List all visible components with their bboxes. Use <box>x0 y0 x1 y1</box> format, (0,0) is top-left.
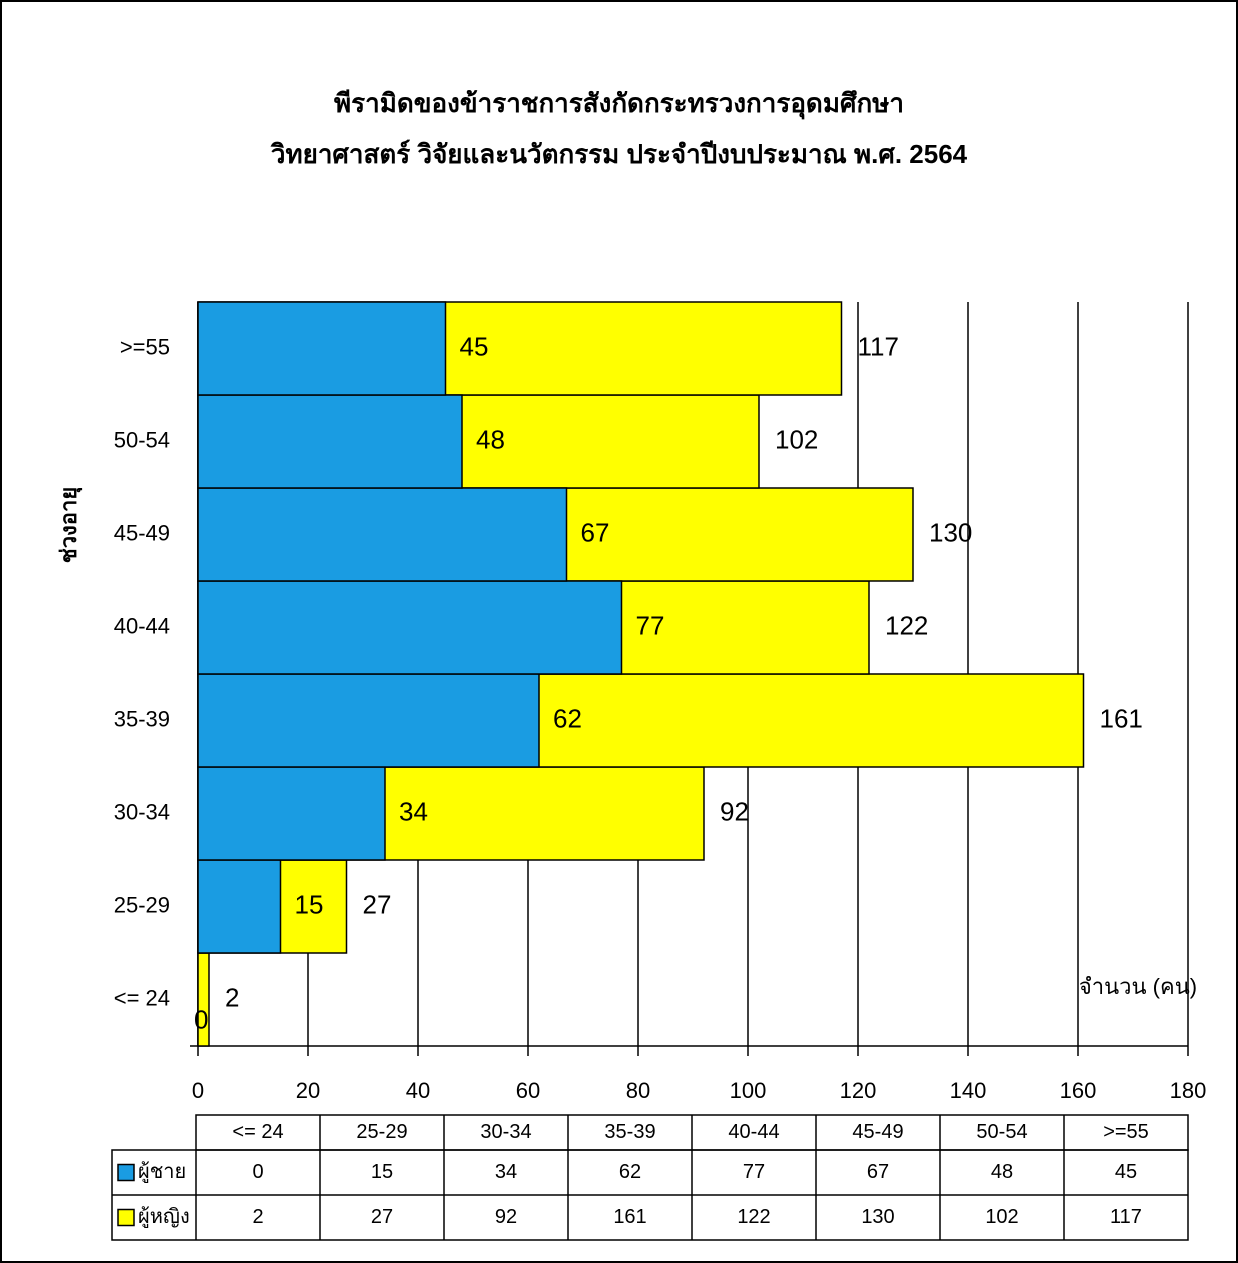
data-label: 92 <box>720 796 749 826</box>
y-tick-label: 45-49 <box>114 520 170 545</box>
y-tick-label: <= 24 <box>114 985 170 1010</box>
table-cell: 92 <box>495 1206 517 1228</box>
bar <box>197 301 447 396</box>
table-cell: 0 <box>252 1161 263 1183</box>
table-cell: 117 <box>1110 1206 1142 1228</box>
table-header: >=55 <box>1103 1121 1149 1143</box>
table-cell: 62 <box>619 1161 641 1183</box>
table-cell: 77 <box>743 1161 765 1183</box>
table-header: 25-29 <box>356 1121 407 1143</box>
data-label: 161 <box>1100 703 1143 733</box>
table-cell: 130 <box>861 1206 894 1228</box>
data-label: 2 <box>225 982 239 1012</box>
table-header: 30-34 <box>480 1121 531 1143</box>
table-cell: 48 <box>991 1161 1013 1183</box>
data-label: 102 <box>775 424 818 454</box>
x-tick-label: 180 <box>1170 1078 1207 1103</box>
data-label: 122 <box>885 610 928 640</box>
data-label: 0 <box>194 1004 208 1034</box>
x-tick-label: 20 <box>296 1078 320 1103</box>
data-label: 48 <box>476 424 505 454</box>
data-label: 117 <box>858 331 899 361</box>
y-tick-label: 35-39 <box>114 706 170 731</box>
table-header: 45-49 <box>852 1121 903 1143</box>
data-label: 34 <box>399 796 428 826</box>
table-cell: 67 <box>867 1161 889 1183</box>
x-tick-label: 80 <box>626 1078 650 1103</box>
data-label: 15 <box>295 889 324 919</box>
data-label: 27 <box>363 889 392 919</box>
data-label: 62 <box>553 703 582 733</box>
x-tick-label: 0 <box>192 1078 204 1103</box>
y-tick-label: 25-29 <box>114 892 170 917</box>
table-header: 40-44 <box>728 1121 779 1143</box>
table-cell: 161 <box>613 1206 646 1228</box>
x-axis-title: จำนวน (คน) <box>1079 974 1197 999</box>
chart-title: วิทยาศาสตร์ วิจัยและนวัตกรรม ประจำปีงบปร… <box>270 139 967 169</box>
x-tick-label: 40 <box>406 1078 430 1103</box>
y-tick-label: 50-54 <box>114 427 170 452</box>
chart-title: พีรามิดของข้าราชการสังกัดกระทรวงการอุดมศ… <box>334 88 904 120</box>
legend-label: ผู้หญิง <box>138 1206 190 1229</box>
x-tick-label: 140 <box>950 1078 987 1103</box>
bar <box>197 673 540 768</box>
table-cell: 102 <box>985 1206 1018 1228</box>
data-label: 130 <box>929 517 972 547</box>
bar <box>197 766 386 861</box>
table-header: 35-39 <box>604 1121 655 1143</box>
y-axis-title: ช่วงอายุ <box>56 487 83 563</box>
x-tick-label: 160 <box>1060 1078 1097 1103</box>
table-cell: 122 <box>737 1206 770 1228</box>
bar <box>197 580 623 675</box>
table-cell: 45 <box>1115 1161 1137 1183</box>
legend-swatch <box>117 1163 135 1182</box>
x-tick-label: 60 <box>516 1078 540 1103</box>
legend-swatch <box>117 1208 135 1227</box>
table-cell: 2 <box>252 1206 263 1228</box>
table-header: 50-54 <box>976 1121 1027 1143</box>
table-header: <= 24 <box>232 1121 283 1143</box>
table-cell: 15 <box>371 1161 393 1183</box>
data-label: 45 <box>460 331 489 361</box>
x-tick-label: 100 <box>730 1078 767 1103</box>
bar <box>197 487 568 582</box>
y-tick-label: 30-34 <box>114 799 170 824</box>
y-tick-label: >=55 <box>120 334 170 359</box>
table-cell: 27 <box>371 1206 393 1228</box>
table-cell: 34 <box>495 1161 517 1183</box>
data-label: 67 <box>581 517 610 547</box>
data-label: 77 <box>636 610 665 640</box>
y-tick-label: 40-44 <box>114 613 170 638</box>
legend-label: ผู้ชาย <box>138 1161 186 1184</box>
x-tick-label: 120 <box>840 1078 877 1103</box>
bar <box>197 394 463 489</box>
bar <box>197 859 282 954</box>
